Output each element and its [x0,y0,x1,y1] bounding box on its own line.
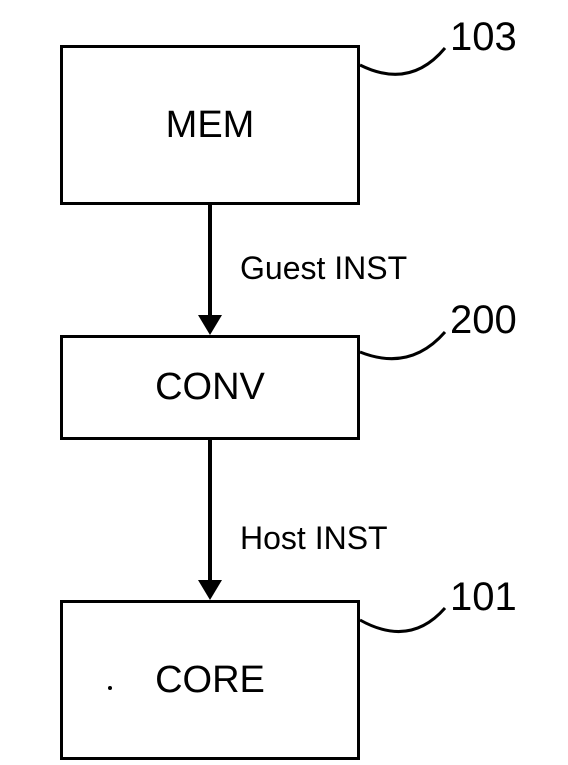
node-conv: CONV [60,335,360,440]
edge-mem-conv-line [208,205,212,320]
edge-conv-core-arrowhead [198,580,222,600]
node-core-label: CORE [155,659,265,702]
node-mem-label: MEM [166,104,255,147]
edge-conv-core-label: Host INST [240,520,388,557]
edge-conv-core-line [208,440,212,585]
edge-mem-conv-arrowhead [198,315,222,335]
node-conv-ref: 200 [450,298,517,343]
edge-mem-conv-label: Guest INST [240,250,407,287]
node-conv-label: CONV [155,366,265,409]
node-mem-ref: 103 [450,15,517,60]
node-mem: MEM [60,45,360,205]
node-core-ref: 101 [450,575,517,620]
node-core: CORE [60,600,360,760]
